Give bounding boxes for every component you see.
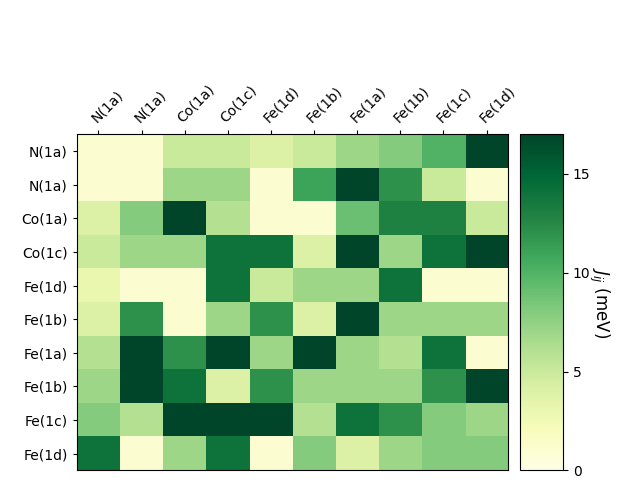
Y-axis label: $J_{ij}$ (meV): $J_{ij}$ (meV) xyxy=(587,267,611,338)
